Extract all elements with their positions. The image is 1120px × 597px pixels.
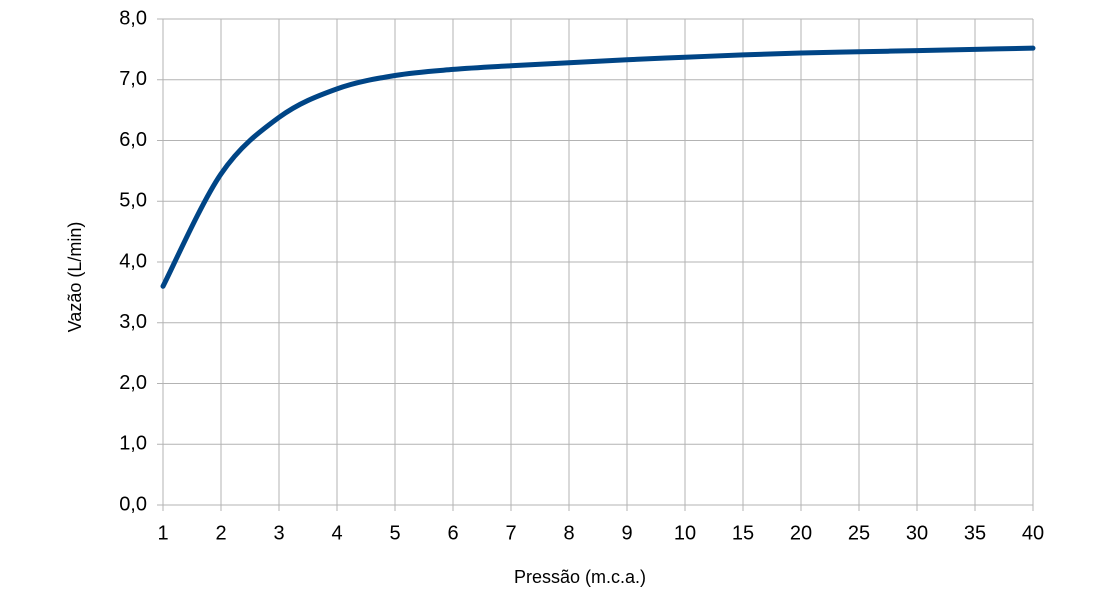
- x-axis-title: Pressão (m.c.a.): [514, 567, 646, 587]
- x-tick-label: 15: [732, 522, 754, 544]
- x-tick-label: 25: [848, 522, 870, 544]
- x-tick-label: 2: [215, 522, 226, 544]
- y-tick-label: 3,0: [119, 311, 147, 333]
- y-axis-title: Vazão (L/min): [65, 222, 85, 333]
- x-tick-label: 5: [389, 522, 400, 544]
- y-tick-label: 0,0: [119, 493, 147, 515]
- x-tick-label: 6: [447, 522, 458, 544]
- x-tick-label: 9: [621, 522, 632, 544]
- x-tick-label: 3: [273, 522, 284, 544]
- data-line: [160, 45, 1036, 289]
- y-tick-label: 4,0: [119, 250, 147, 272]
- y-tick-label: 2,0: [119, 372, 147, 394]
- x-tick-label: 20: [790, 522, 812, 544]
- x-tick-label: 1: [157, 522, 168, 544]
- x-tick-label: 4: [331, 522, 342, 544]
- x-tick-label: 8: [563, 522, 574, 544]
- y-tick-label: 5,0: [119, 190, 147, 212]
- y-tick-label: 1,0: [119, 433, 147, 455]
- y-tick-label: 8,0: [119, 7, 147, 29]
- y-tick-label: 7,0: [119, 68, 147, 90]
- x-tick-label: 40: [1022, 522, 1044, 544]
- x-tick-label: 7: [505, 522, 516, 544]
- x-tick-label: 30: [906, 522, 928, 544]
- y-tick-label: 6,0: [119, 129, 147, 151]
- x-tick-label: 35: [964, 522, 986, 544]
- x-tick-label: 10: [674, 522, 696, 544]
